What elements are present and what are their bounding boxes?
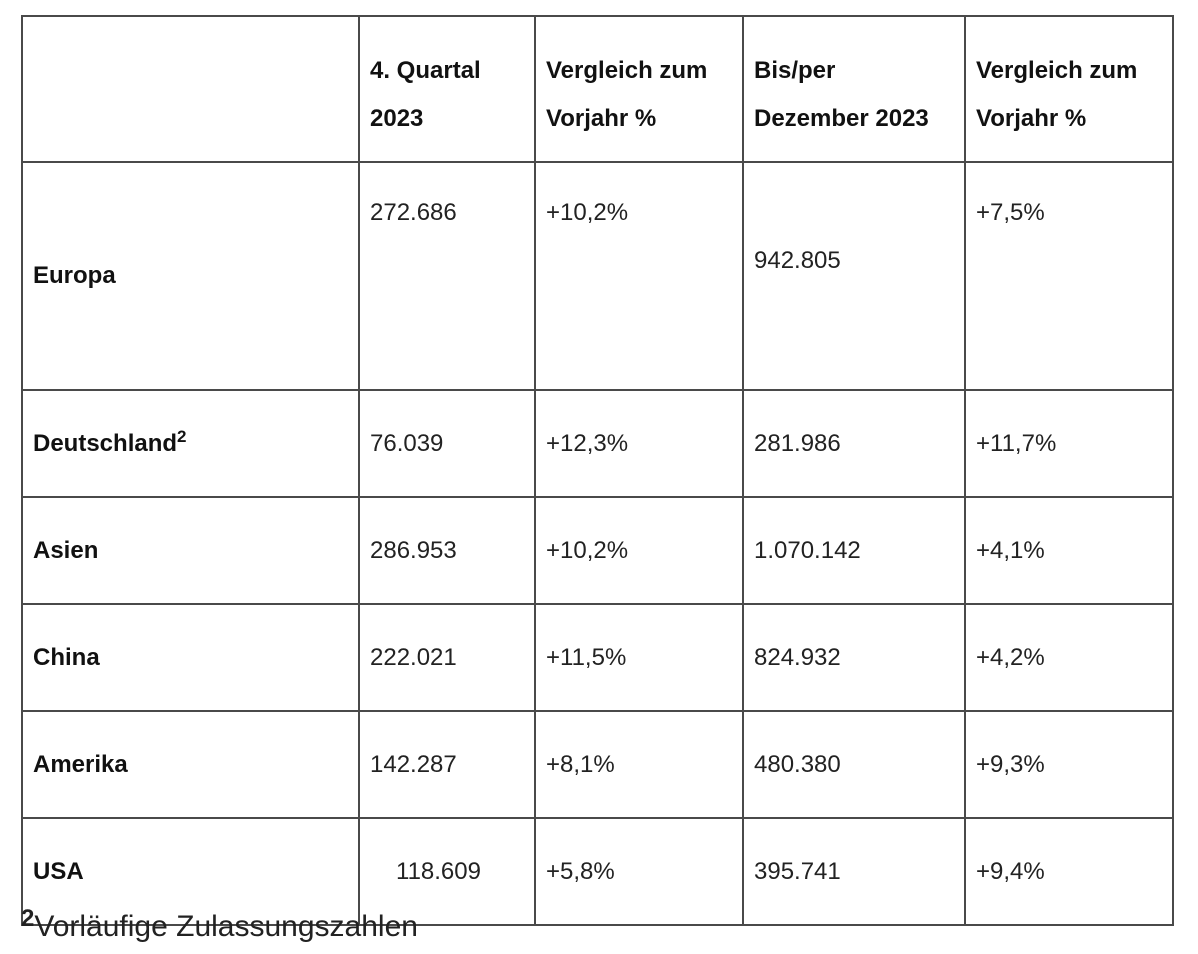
ytd-change-value: +9,4% [964,817,1174,926]
ytd-change-value: +4,1% [964,496,1174,605]
header-q4-change-line1: Vergleich zum [546,57,708,84]
table-row: Deutschland2 76.039 +12,3% 281.986 +11,7… [21,389,1174,498]
q4-value: 222.021 [358,603,536,712]
footnote-marker: 2 [177,426,187,446]
header-q4-line2: 2023 [370,105,424,132]
region-label: Amerika [21,710,360,819]
q4-value: 118.609 [358,817,536,926]
q4-change-value: +10,2% [534,161,744,391]
header-q4-change-line2: Vorjahr % [546,105,657,132]
ytd-change-value: +11,7% [964,389,1174,498]
footnote: 2Vorläufige Zulassungszahlen [21,897,418,949]
region-label: USA [21,817,360,926]
ytd-value: 824.932 [742,603,966,712]
ytd-change-value: +7,5% [964,161,1174,391]
region-label-text: Deutschland [33,429,178,457]
footnote-mark: 2 [21,905,35,932]
header-ytd-december: Bis/per Dezember 2023 [742,15,966,163]
header-q4-2023: 4. Quartal 2023 [358,15,536,163]
header-ytd-line2: Dezember 2023 [754,105,929,132]
table-header-row: 4. Quartal 2023 Vergleich zum Vorjahr % … [21,15,1174,163]
header-empty-cell [21,15,360,163]
sales-table: 4. Quartal 2023 Vergleich zum Vorjahr % … [21,15,1174,926]
table-row: China 222.021 +11,5% 824.932 +4,2% [21,603,1174,712]
ytd-value: 395.741 [742,817,966,926]
q4-value: 286.953 [358,496,536,605]
q4-value: 272.686 [358,161,536,391]
header-q4-change: Vergleich zum Vorjahr % [534,15,744,163]
table-row: Europa 272.686 +10,2% 942.805 +7,5% [21,161,1174,391]
q4-change-value: +11,5% [534,603,744,712]
q4-change-value: +10,2% [534,496,744,605]
header-ytd-line1: Bis/per [754,57,836,84]
header-ytd-change: Vergleich zum Vorjahr % [964,15,1174,163]
table-row: USA 118.609 +5,8% 395.741 +9,4% [21,817,1174,926]
q4-change-value: +8,1% [534,710,744,819]
region-label: Europa [21,161,360,391]
ytd-value: 281.986 [742,389,966,498]
q4-value: 76.039 [358,389,536,498]
footnote-text: Vorläufige Zulassungszahlen [34,910,418,943]
q4-value: 142.287 [358,710,536,819]
q4-change-value: +12,3% [534,389,744,498]
ytd-change-value: +9,3% [964,710,1174,819]
ytd-value: 942.805 [742,161,966,391]
ytd-value: 1.070.142 [742,496,966,605]
table-row: Asien 286.953 +10,2% 1.070.142 +4,1% [21,496,1174,605]
ytd-value: 480.380 [742,710,966,819]
region-label: China [21,603,360,712]
header-ytd-change-line2: Vorjahr % [976,105,1087,132]
ytd-change-value: +4,2% [964,603,1174,712]
table-row: Amerika 142.287 +8,1% 480.380 +9,3% [21,710,1174,819]
region-label: Asien [21,496,360,605]
q4-change-value: +5,8% [534,817,744,926]
header-ytd-change-line1: Vergleich zum [976,57,1138,84]
header-q4-line1: 4. Quartal [370,57,481,84]
region-label: Deutschland2 [21,389,360,498]
